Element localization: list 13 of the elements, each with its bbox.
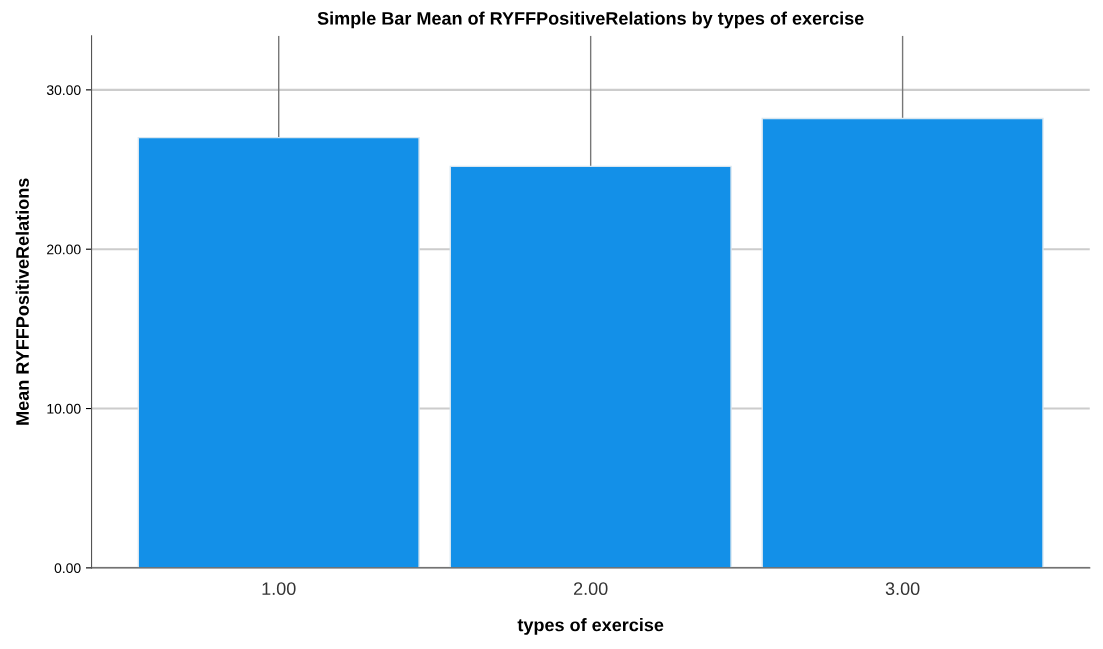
x-axis-title: types of exercise: [517, 618, 664, 635]
y-tick-label: 20.00: [47, 244, 81, 255]
bar: [761, 117, 1044, 568]
y-tick-label: 0.00: [54, 563, 81, 574]
y-tick-label: 10.00: [47, 403, 81, 414]
x-tick-label: 3.00: [885, 582, 920, 596]
y-tick-label: 30.00: [46, 85, 81, 96]
x-tick-label: 2.00: [574, 582, 608, 596]
bar: [449, 165, 732, 568]
chart-title: Simple Bar Mean of RYFFPositiveRelations by types of exercise: [317, 11, 864, 29]
x-tick-label: 1.00: [262, 582, 296, 596]
y-axis-title: Mean RYFFPositiveRelations: [15, 178, 29, 425]
bar: [137, 136, 420, 568]
